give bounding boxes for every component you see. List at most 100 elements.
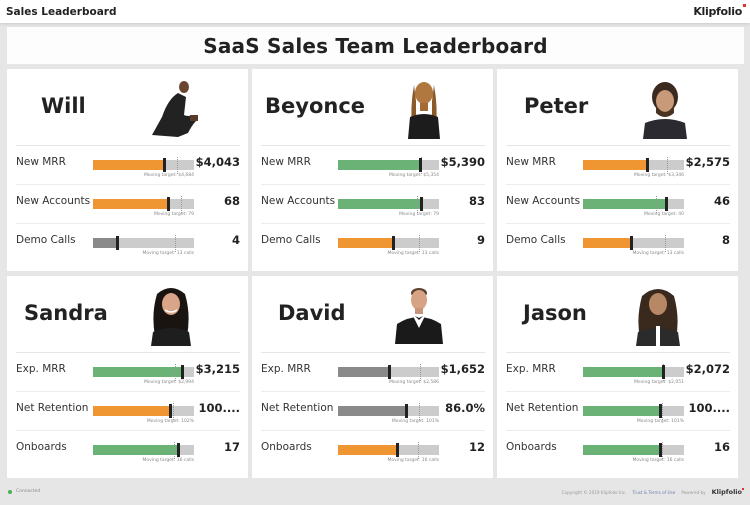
bullet-bar: Moving target: 13 calls bbox=[93, 235, 194, 256]
logo-mark-icon bbox=[743, 4, 746, 7]
target-line bbox=[666, 157, 668, 174]
metric-label: New Accounts bbox=[506, 195, 581, 207]
bullet-bar: Moving target: 13 calls bbox=[338, 235, 439, 256]
bullet-bar: Moving target: $4,684 bbox=[93, 157, 194, 178]
bar-fill bbox=[93, 199, 169, 209]
bullet-bar: Moving target: 101% bbox=[338, 403, 439, 424]
rep-card-jason: Jason Exp. MRR Moving target: $2,051 $2,072… bbox=[497, 276, 738, 478]
metric-label: New MRR bbox=[16, 156, 66, 168]
actual-marker bbox=[162, 158, 166, 172]
rep-card-sandra: Sandra Exp. MRR Moving target: $2,994 $3,21… bbox=[7, 276, 248, 478]
metric-row: Onboards Moving target: 16 calls 16 bbox=[506, 431, 730, 470]
terms-link[interactable]: Trust & Terms of Use bbox=[632, 489, 676, 495]
rep-name: Peter bbox=[524, 94, 589, 118]
metric-row: New MRR Moving target: $3,346 $2,575 bbox=[506, 146, 730, 185]
metric-value: 8 bbox=[721, 233, 730, 247]
moving-target-text: Moving target: 13 calls bbox=[387, 251, 439, 256]
target-line bbox=[176, 157, 178, 174]
moving-target-text: Moving target: $4,684 bbox=[143, 173, 194, 178]
bullet-bar: Moving target: 79 bbox=[93, 196, 194, 217]
metric-label: Onboards bbox=[506, 441, 557, 453]
moving-target-text: Moving target: $5,354 bbox=[388, 173, 439, 178]
metric-label: Onboards bbox=[261, 441, 312, 453]
bullet-bar: Moving target: $5,354 bbox=[338, 157, 439, 178]
metric-value: 46 bbox=[713, 194, 730, 208]
rep-header: Will bbox=[16, 69, 240, 146]
actual-marker bbox=[116, 236, 120, 250]
status-dot-icon bbox=[8, 489, 12, 494]
metric-value: 16 bbox=[713, 440, 730, 454]
actual-marker bbox=[176, 443, 180, 457]
bar-fill bbox=[338, 367, 390, 377]
moving-target-text: Moving target: 13 calls bbox=[142, 251, 194, 256]
metric-row: New Accounts Moving target: 79 68 bbox=[16, 185, 240, 224]
metric-value: 100.... bbox=[688, 401, 730, 415]
target-line bbox=[416, 196, 418, 213]
metric-value: $3,215 bbox=[195, 362, 240, 376]
actual-marker bbox=[645, 158, 649, 172]
actual-marker bbox=[419, 197, 423, 211]
bullet-bar: Moving target: $3,346 bbox=[583, 157, 684, 178]
moving-target-text: Moving target: $2,994 bbox=[143, 380, 194, 385]
bullet-bar: Moving target: 101% bbox=[583, 403, 684, 424]
metric-row: New Accounts Moving target: 79 83 bbox=[261, 185, 485, 224]
bullet-bar: Moving target: 79 bbox=[338, 196, 439, 217]
connection-status: Connected bbox=[8, 489, 40, 494]
bullet-bar: Moving target: $2,994 bbox=[93, 364, 194, 385]
person-photo-sandra bbox=[143, 284, 199, 346]
moving-target-text: Moving target: $2,051 bbox=[633, 380, 684, 385]
metric-label: Net Retention bbox=[16, 402, 89, 414]
bar-fill bbox=[338, 406, 407, 416]
metric-label: Exp. MRR bbox=[261, 363, 311, 375]
metric-row: Exp. MRR Moving target: $2,994 $3,215 bbox=[16, 353, 240, 392]
bullet-bar: Moving target: $2,586 bbox=[338, 364, 439, 385]
metric-label: Net Retention bbox=[261, 402, 334, 414]
metric-value: 83 bbox=[468, 194, 485, 208]
rep-header: Peter bbox=[506, 69, 730, 146]
bar-fill bbox=[338, 445, 398, 455]
metric-row: Onboards Moving target: 16 calls 12 bbox=[261, 431, 485, 470]
page-title: SaaS Sales Team Leaderboard bbox=[203, 33, 548, 58]
person-photo-will bbox=[148, 77, 204, 139]
rep-name: David bbox=[278, 301, 346, 325]
metric-label: New Accounts bbox=[261, 195, 336, 207]
bullet-bar: Moving target: $2,051 bbox=[583, 364, 684, 385]
metric-label: New MRR bbox=[261, 156, 311, 168]
target-line bbox=[661, 403, 663, 420]
actual-marker bbox=[395, 443, 399, 457]
target-line bbox=[173, 442, 175, 459]
top-bar: Sales Leaderboard Klipfolio bbox=[0, 0, 750, 23]
moving-target-text: Moving target: 79 bbox=[153, 212, 194, 217]
metric-value: $5,390 bbox=[440, 155, 485, 169]
actual-marker bbox=[630, 236, 634, 250]
moving-target-text: Moving target: 40 bbox=[643, 212, 684, 217]
moving-target-text: Moving target: 16 calls bbox=[632, 458, 684, 463]
bar-fill bbox=[583, 199, 667, 209]
bar-fill bbox=[93, 238, 119, 248]
rep-name: Beyonce bbox=[265, 94, 366, 118]
actual-marker bbox=[661, 365, 665, 379]
bar-fill bbox=[338, 199, 422, 209]
actual-marker bbox=[180, 365, 184, 379]
rep-card-beyonce: Beyonce New MRR Moving target: $5,354 $5,39… bbox=[252, 69, 493, 271]
target-line bbox=[417, 442, 419, 459]
moving-target-text: Moving target: 16 calls bbox=[387, 458, 439, 463]
metric-row: Net Retention Moving target: 101% 86.0% bbox=[261, 392, 485, 431]
footer: Connected Copyright © 2019 Klipfolio Inc… bbox=[0, 487, 750, 499]
metric-label: Net Retention bbox=[506, 402, 579, 414]
metric-value: 68 bbox=[223, 194, 240, 208]
dashboard-tab-title: Sales Leaderboard bbox=[6, 5, 117, 18]
metric-label: Demo Calls bbox=[261, 234, 321, 246]
metric-label: Demo Calls bbox=[16, 234, 76, 246]
rep-name: Will bbox=[41, 94, 86, 118]
moving-target-text: Moving target: 101% bbox=[636, 419, 684, 424]
target-line bbox=[174, 364, 176, 381]
person-photo-peter bbox=[637, 77, 693, 139]
metric-value: 9 bbox=[476, 233, 485, 247]
rep-grid: Will New MRR Moving target: $4,684 $4,043 Ne… bbox=[7, 69, 744, 478]
metric-row: New Accounts Moving target: 40 46 bbox=[506, 185, 730, 224]
actual-marker bbox=[166, 197, 170, 211]
bar-fill bbox=[338, 160, 421, 170]
footer-klipfolio-logo[interactable]: Klipfolio bbox=[712, 488, 744, 496]
moving-target-text: Moving target: 79 bbox=[398, 212, 439, 217]
